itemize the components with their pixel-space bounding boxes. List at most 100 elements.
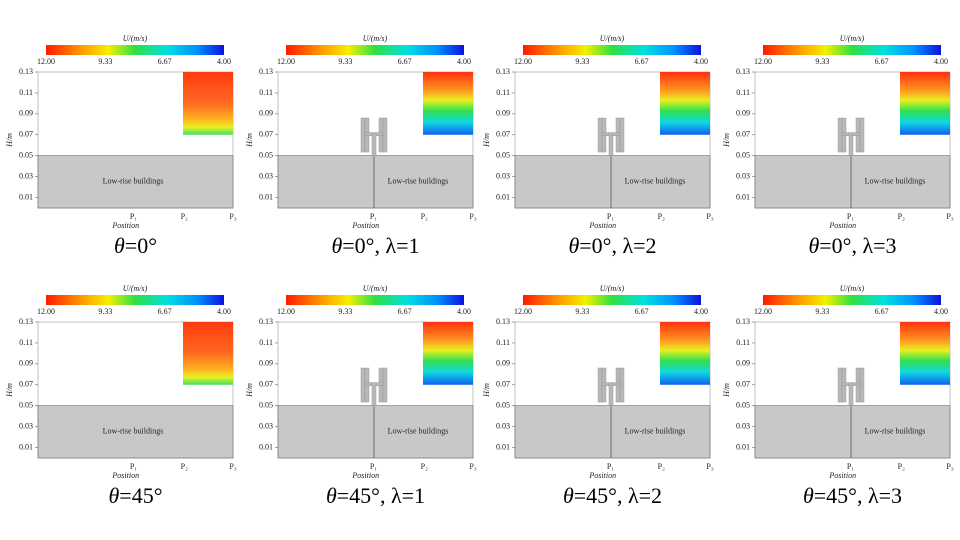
building-column (619, 367, 625, 403)
y-tick-label: 0.11 (736, 338, 750, 347)
colorbar-tick-label: 4.00 (694, 307, 708, 316)
colorbar-tick-label: 12.00 (754, 307, 772, 316)
caption-symbol: θ (108, 483, 119, 508)
y-tick-label: 0.13 (259, 67, 273, 76)
y-tick-label: 0.09 (736, 109, 750, 118)
y-tick-label: 0.13 (736, 317, 750, 326)
x-tick-label: P₂ (421, 462, 428, 471)
x-tick-label: P₃ (946, 462, 953, 471)
colorbar-tick-label: 12.00 (754, 57, 772, 66)
velocity-contour (183, 72, 233, 135)
panel: U/(m/s) 12.00 9.33 6.67 4.00 Low-rise buildin… (722, 284, 954, 508)
panel: U/(m/s) 12.00 9.33 6.67 4.00 Low-rise buildin… (5, 284, 237, 508)
y-tick-label: 0.09 (259, 109, 273, 118)
y-axis-label: H/m (245, 383, 254, 398)
y-tick-label: 0.13 (19, 67, 33, 76)
colorbar-title: U/(m/s) (363, 34, 388, 43)
colorbar (286, 295, 464, 305)
building-stem (608, 132, 614, 156)
y-tick-label: 0.01 (19, 442, 33, 451)
y-axis-label: H/m (482, 383, 491, 398)
x-tick-label: P₃ (229, 462, 236, 471)
region-label: Low-rise buildings (625, 177, 686, 186)
x-tick-label: P₂ (658, 462, 665, 471)
colorbar-tick-label: 12.00 (37, 57, 55, 66)
y-tick-label: 0.05 (496, 151, 510, 160)
colorbar-tick-label: 12.00 (514, 307, 532, 316)
y-tick-label: 0.11 (19, 338, 33, 347)
caption: θ=45°, λ=2 (563, 483, 662, 508)
y-tick-label: 0.05 (259, 151, 273, 160)
y-tick-label: 0.11 (736, 88, 750, 97)
caption: θ=0°, λ=2 (568, 233, 656, 258)
colorbar (46, 295, 224, 305)
colorbar-tick-label: 6.67 (398, 307, 412, 316)
y-tick-label: 0.11 (19, 88, 33, 97)
y-tick-label: 0.13 (19, 317, 33, 326)
colorbar-tick-label: 4.00 (457, 307, 471, 316)
colorbar-tick-label: 12.00 (514, 57, 532, 66)
colorbar (46, 45, 224, 55)
colorbar-tick-label: 6.67 (875, 307, 889, 316)
low-rise-region (37, 405, 234, 459)
y-tick-label: 0.11 (259, 88, 273, 97)
low-rise-region (277, 155, 474, 209)
caption-symbol: θ (331, 233, 342, 258)
caption-symbol: θ (808, 233, 819, 258)
low-rise-region (37, 155, 234, 209)
x-tick-label: P₁ (130, 212, 137, 221)
y-tick-label: 0.05 (259, 401, 273, 410)
y-tick-label: 0.07 (259, 380, 273, 389)
x-tick-label: P₁ (847, 212, 854, 221)
y-tick-label: 0.09 (259, 359, 273, 368)
building-column (859, 117, 865, 153)
y-tick-label: 0.07 (19, 130, 33, 139)
building-icon (597, 117, 625, 156)
region-label: Low-rise buildings (388, 427, 449, 436)
y-tick-label: 0.01 (259, 192, 273, 201)
y-tick-label: 0.11 (496, 88, 510, 97)
x-axis-label: Position (588, 471, 616, 480)
colorbar-title: U/(m/s) (600, 34, 625, 43)
building-icon (360, 117, 388, 156)
colorbar-tick-label: 6.67 (875, 57, 889, 66)
panel: U/(m/s) 12.00 9.33 6.67 4.00 Low-rise buildin… (722, 34, 954, 258)
colorbar-tick-label: 4.00 (694, 57, 708, 66)
caption-text: =0° (125, 233, 157, 258)
colorbar-tick-label: 9.33 (815, 307, 829, 316)
panel: U/(m/s) 12.00 9.33 6.67 4.00 Low-rise buildin… (245, 284, 477, 508)
colorbar-title: U/(m/s) (123, 34, 148, 43)
y-tick-label: 0.07 (259, 130, 273, 139)
colorbar-title: U/(m/s) (840, 284, 865, 293)
caption: θ=45°, λ=3 (803, 483, 902, 508)
y-tick-label: 0.01 (736, 442, 750, 451)
caption-text: =0°, λ=1 (342, 233, 419, 258)
colorbar-tick-label: 4.00 (457, 57, 471, 66)
colorbar (763, 295, 941, 305)
panel: U/(m/s) 12.00 9.33 6.67 4.00 Low-rise buildin… (482, 34, 714, 258)
building-column (837, 367, 843, 403)
y-tick-label: 0.03 (496, 171, 510, 180)
velocity-contour (423, 322, 473, 385)
colorbar-tick-label: 6.67 (635, 57, 649, 66)
colorbar-tick-label: 12.00 (37, 307, 55, 316)
building-column (360, 367, 366, 403)
x-axis-label: Position (588, 221, 616, 230)
x-tick-label: P₂ (898, 462, 905, 471)
colorbar (286, 45, 464, 55)
velocity-contour (660, 322, 710, 385)
building-column (382, 117, 388, 153)
y-axis-label: H/m (5, 133, 14, 148)
colorbar-tick-label: 9.33 (815, 57, 829, 66)
colorbar-tick-label: 4.00 (934, 57, 948, 66)
colorbar-tick-label: 6.67 (158, 57, 172, 66)
building-stem (371, 382, 377, 406)
caption-text: =45° (119, 483, 162, 508)
building-column (619, 117, 625, 153)
x-tick-label: P₃ (469, 212, 476, 221)
colorbar-tick-label: 4.00 (934, 307, 948, 316)
caption: θ=45° (108, 483, 162, 508)
building-icon (597, 367, 625, 406)
y-tick-label: 0.03 (736, 171, 750, 180)
